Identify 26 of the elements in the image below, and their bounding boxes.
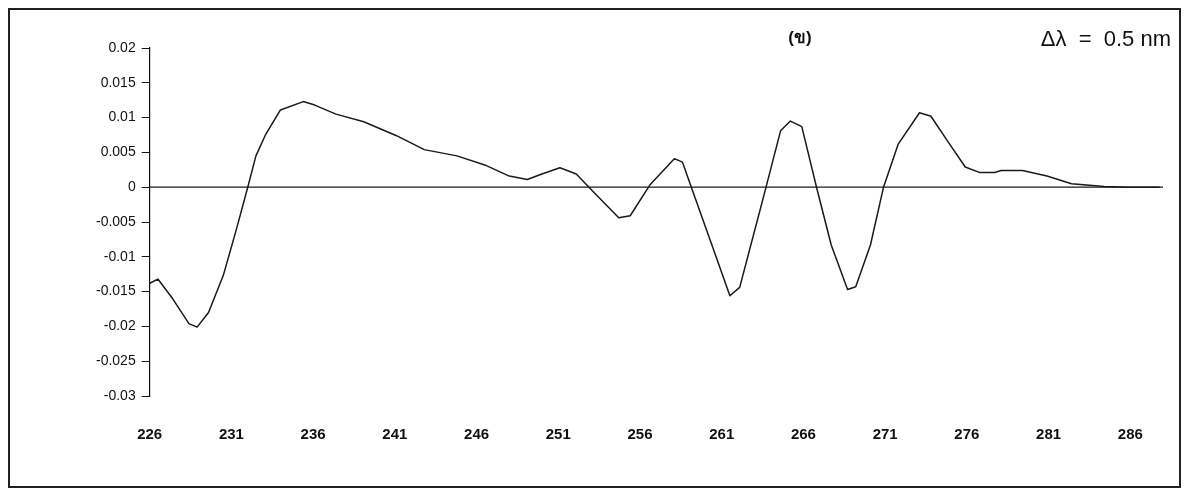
y-tick-label: -0.02 [103,317,136,334]
x-tick-label: 276 [954,425,980,443]
x-tick-label: 266 [790,425,816,443]
y-tick-label: 0 [127,178,136,195]
y-tick-label: -0.005 [95,212,136,229]
y-tick-label: -0.025 [95,352,136,369]
y-tick-label: -0.01 [103,247,136,264]
x-tick-label: 236 [300,425,326,443]
x-tick-label: 271 [872,425,898,443]
y-tick-label: 0.01 [108,108,136,125]
text: (ข) [788,27,812,47]
x-tick-label: 261 [709,425,735,443]
x-tick-label: 246 [464,425,490,443]
y-tick-label: 0.005 [100,143,136,160]
x-tick-label: 226 [137,425,163,443]
x-tick-label: 256 [627,425,653,443]
y-tick-label: -0.03 [103,386,136,403]
y-tick-label: -0.015 [95,282,136,299]
annotation: Δλ = 0.5 nm [1040,26,1171,52]
y-tick-label: 0.02 [108,38,136,55]
x-tick-label: 231 [218,425,244,443]
x-tick-label: 251 [545,425,571,443]
y-tick-label: 0.015 [100,73,136,90]
x-tick-label: 286 [1117,425,1143,443]
x-tick-label: 241 [382,425,408,443]
x-tick-label: 281 [1036,425,1062,443]
